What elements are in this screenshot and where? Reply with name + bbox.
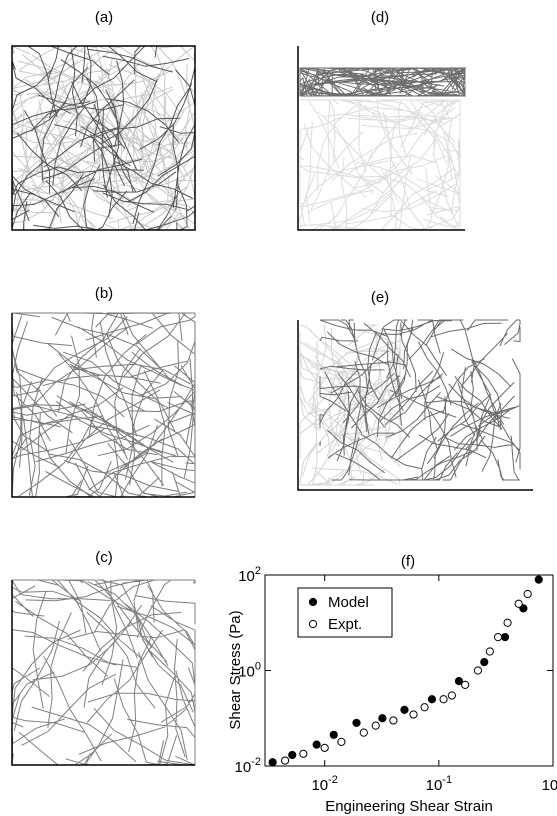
chart-title: (f)	[401, 553, 415, 570]
data-point	[428, 696, 435, 703]
tick-exponent: -2	[328, 774, 338, 786]
tick-base: 10	[426, 777, 443, 794]
data-point	[269, 759, 276, 766]
data-point	[440, 696, 447, 703]
data-point	[353, 719, 360, 726]
tick-base: 10	[238, 664, 255, 681]
data-point	[462, 681, 469, 688]
tick-label: 100	[542, 774, 557, 794]
data-point	[379, 715, 386, 722]
legend-label: Model	[328, 594, 369, 611]
fiber-group	[12, 580, 195, 765]
panel-label: (c)	[95, 549, 113, 566]
tick-base: 10	[311, 777, 328, 794]
panel-label: (a)	[95, 9, 113, 26]
data-point	[501, 634, 508, 641]
panel-label: (b)	[95, 285, 113, 302]
fiber-networks	[12, 46, 533, 765]
panel-label: (e)	[371, 289, 389, 306]
tick-label: 10-1	[426, 774, 452, 794]
data-point	[481, 658, 488, 665]
tick-exponent: 2	[255, 565, 261, 577]
tick-label: 10-2	[235, 756, 261, 776]
tick-label: 102	[238, 565, 261, 585]
tick-label: 100	[238, 661, 261, 681]
legend-marker	[309, 598, 316, 605]
legend-marker	[309, 620, 316, 627]
data-point	[289, 751, 296, 758]
data-point	[494, 634, 501, 641]
data-point	[486, 648, 493, 655]
legend-label: Expt.	[328, 616, 362, 633]
fiber-group	[300, 68, 465, 96]
data-point	[515, 600, 522, 607]
data-point	[504, 619, 511, 626]
data-point	[360, 729, 367, 736]
tick-exponent: 0	[255, 661, 261, 673]
panel-label: (d)	[371, 9, 389, 26]
data-point	[401, 706, 408, 713]
tick-base: 10	[238, 568, 255, 585]
data-point	[421, 704, 428, 711]
data-point	[338, 738, 345, 745]
data-point	[300, 750, 307, 757]
figure: (a) (b) (c) (d) (e) (f) Engineering Shea…	[0, 0, 557, 816]
tick-exponent: -1	[442, 774, 452, 786]
data-point	[321, 744, 328, 751]
data-point	[282, 757, 289, 764]
data-point	[372, 722, 379, 729]
tick-exponent: -2	[251, 756, 261, 768]
data-point	[410, 711, 417, 718]
fiber-group	[300, 100, 460, 230]
data-point	[474, 667, 481, 674]
data-point	[448, 692, 455, 699]
tick-base: 10	[235, 759, 252, 776]
data-point	[313, 741, 320, 748]
data-point	[390, 717, 397, 724]
tick-base: 10	[542, 777, 557, 794]
x-axis-label: Engineering Shear Strain	[325, 798, 493, 815]
fiber-group	[12, 313, 195, 497]
tick-label: 10-2	[311, 774, 337, 794]
data-point	[330, 731, 337, 738]
data-point	[524, 590, 531, 597]
data-point	[535, 576, 542, 583]
